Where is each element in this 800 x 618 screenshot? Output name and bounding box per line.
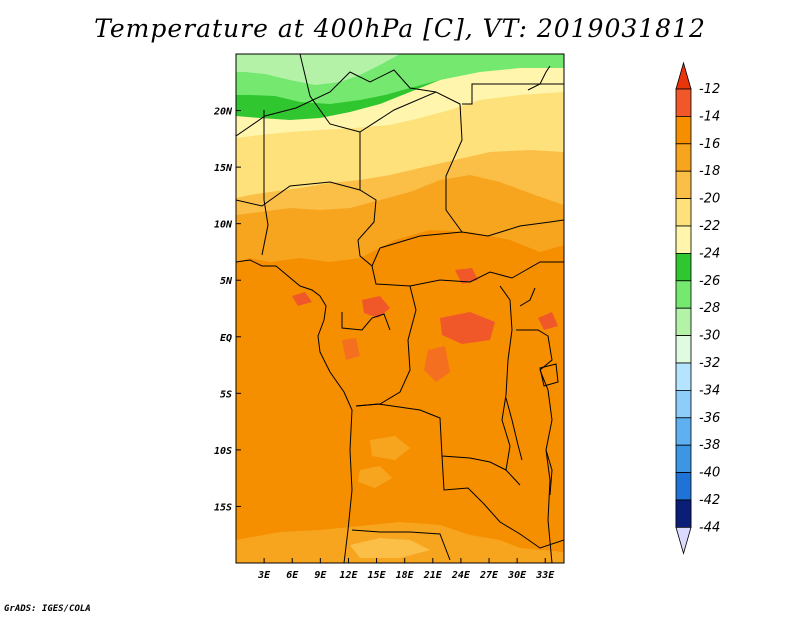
lon-tick-label: 3E [257, 570, 271, 581]
colorbar-segment [675, 225, 692, 254]
lat-tick-label: EQ [220, 333, 232, 344]
border [371, 261, 564, 287]
credit-text: GrADS: IGES/COLA [4, 604, 91, 614]
colorbar-label: -44 [699, 520, 720, 535]
colorbar-segment [675, 280, 692, 309]
colorbar-segment [675, 170, 692, 199]
colorbar-segment [675, 389, 692, 419]
colorbar-label: -36 [699, 411, 720, 426]
lat-tick-label: 15S [214, 502, 232, 513]
colorbar-label: -28 [699, 301, 720, 316]
colorbar-segment [675, 362, 692, 391]
lat-tick-label: 5S [220, 389, 232, 400]
colorbar-label: -32 [699, 356, 720, 371]
field-minus12-core [538, 312, 558, 330]
colorbar-label: -38 [699, 438, 720, 453]
colorbar-segment [675, 307, 692, 337]
colorbar-segment [675, 417, 692, 446]
lon-tick-label: 30E [507, 570, 527, 581]
colorbar-segment [675, 88, 692, 117]
border [499, 285, 521, 486]
lat-tick-label: 15N [214, 163, 233, 174]
colorbar-segment [675, 198, 692, 227]
colorbar-segment [675, 116, 692, 145]
lon-tick-label: 15E [368, 570, 387, 581]
lake-victoria [539, 363, 559, 387]
colorbar-segment [675, 472, 692, 501]
field-minus12-core [455, 268, 478, 284]
border [236, 69, 437, 137]
chart-title: Temperature at 400hPa [C], VT: 201903181… [94, 14, 706, 43]
lat-tick-label: 10N [214, 220, 233, 231]
colorbar-label: -14 [699, 109, 720, 124]
lon-tick-label: 12E [339, 570, 358, 581]
border [236, 181, 377, 267]
lat-axis: 20N 15N 10N 5N EQ 5S 10S 15S [213, 107, 241, 513]
colorbar-segment [675, 252, 692, 282]
lon-tick-label: 27E [479, 570, 499, 581]
border [355, 403, 507, 471]
border [462, 83, 564, 105]
colorbar-label: -42 [699, 493, 720, 508]
map-frame [235, 53, 565, 564]
field-minus12-core [292, 292, 312, 306]
lake-malawi [545, 449, 553, 496]
lat-tick-label: 5N [220, 276, 233, 287]
lat-tick-label: 10S [214, 446, 232, 457]
field-minus12-core [424, 346, 450, 382]
lon-tick-label: 6E [286, 570, 299, 581]
lon-axis: 3E 6E 9E 12E 15E 18E 21E 24E 27E 30E 33E [257, 558, 555, 581]
lon-tick-label: 21E [423, 570, 443, 581]
lon-tick-label: 33E [535, 570, 555, 581]
map-panel [236, 54, 564, 563]
field-minus18-south [350, 538, 430, 558]
coastline-west-africa [236, 259, 353, 563]
nile [519, 287, 536, 307]
colorbar-label: -20 [699, 192, 720, 207]
lon-tick-label: 24E [451, 570, 471, 581]
border [516, 329, 553, 371]
colorbar-label: -34 [699, 383, 720, 398]
field-minus12-core [362, 296, 390, 318]
colorbar-label: -22 [699, 219, 720, 234]
border [351, 529, 451, 561]
colorbar-label: -12 [699, 82, 720, 97]
red-sea-coast [527, 65, 551, 91]
border [299, 54, 361, 133]
border [341, 312, 391, 331]
country-borders [236, 54, 564, 563]
colorbar-bottom-arrow [675, 527, 692, 555]
lon-tick-label: 9E [314, 570, 327, 581]
colorbar-segment [675, 499, 692, 528]
lat-tick-label: 20N [213, 107, 233, 118]
field-minus16-patch [358, 466, 392, 488]
colorbar-label: -40 [699, 466, 720, 481]
lake-tanganyika [505, 397, 523, 461]
field-minus12-core [342, 338, 360, 360]
field-minus28-band [236, 54, 400, 85]
border [441, 455, 564, 549]
colorbar: -12 -14 -16 -18 -20 -22 -24 -26 -28 -30 -32 -34 -36 -… [675, 61, 720, 555]
colorbar-segment [675, 444, 692, 474]
field-minus12-core [440, 312, 495, 344]
colorbar-label: -30 [699, 329, 720, 344]
border [359, 91, 463, 233]
colorbar-label: -24 [699, 246, 720, 261]
field-minus16-patch [370, 436, 410, 460]
border [261, 110, 269, 256]
colorbar-label: -26 [699, 274, 720, 289]
colorbar-label: -16 [699, 137, 720, 152]
colorbar-segment [675, 335, 692, 364]
lon-tick-label: 18E [396, 570, 415, 581]
border [371, 219, 564, 267]
colorbar-segment [675, 143, 692, 172]
colorbar-label: -18 [699, 164, 720, 179]
colorbar-top-arrow [675, 61, 692, 90]
